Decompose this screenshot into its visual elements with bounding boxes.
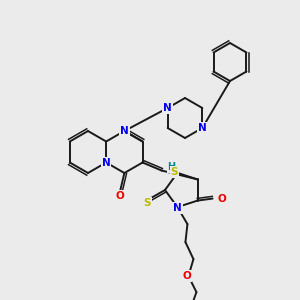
Text: O: O xyxy=(218,194,226,204)
Text: N: N xyxy=(173,203,182,213)
Text: N: N xyxy=(163,103,172,113)
Text: S: S xyxy=(171,167,178,177)
Text: N: N xyxy=(120,126,129,136)
Text: S: S xyxy=(143,198,151,208)
Text: O: O xyxy=(116,191,125,201)
Text: N: N xyxy=(102,158,111,167)
Text: N: N xyxy=(198,123,207,133)
Text: O: O xyxy=(182,271,191,281)
Text: H: H xyxy=(168,163,176,172)
